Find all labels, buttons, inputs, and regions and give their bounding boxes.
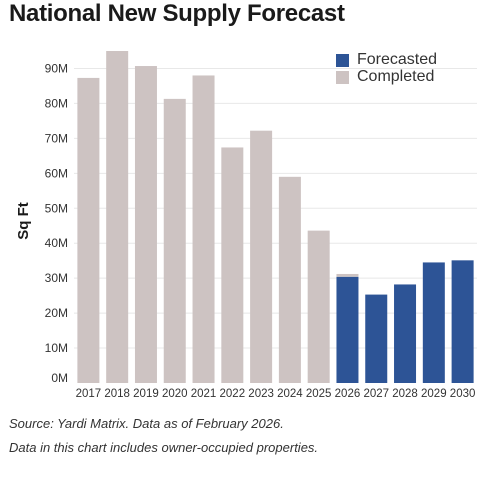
x-tick-label: 2029 xyxy=(421,388,447,400)
legend-item-completed: Completed xyxy=(336,68,435,85)
chart-title: National New Supply Forecast xyxy=(9,0,345,27)
bar-completed-2025 xyxy=(307,230,330,383)
bar-forecasted-2028 xyxy=(394,284,417,383)
bar-completed-2019 xyxy=(134,66,157,383)
bar-completed-2018 xyxy=(106,51,129,383)
x-tick-label: 2023 xyxy=(248,388,274,400)
y-tick-label: 80M xyxy=(45,96,68,110)
y-tick-label: 60M xyxy=(45,166,68,180)
bar-forecasted-2026 xyxy=(336,276,359,383)
legend-swatch-forecasted xyxy=(336,53,349,67)
bar-completed-2023 xyxy=(250,130,273,383)
x-tick-label: 2025 xyxy=(306,388,332,400)
legend-label-forecasted: Forecasted xyxy=(357,51,438,68)
x-tick-label: 2020 xyxy=(162,388,188,400)
y-tick-label: 0M xyxy=(51,371,68,385)
x-tick-label: 2026 xyxy=(335,388,361,400)
bar-completed-2021 xyxy=(192,75,215,383)
source-note: Source: Yardi Matrix. Data as of Februar… xyxy=(9,416,284,431)
x-tick-label: 2018 xyxy=(104,388,130,400)
x-tick-label: 2028 xyxy=(392,388,418,400)
bar-forecasted-2027 xyxy=(365,294,388,383)
y-tick-label: 20M xyxy=(45,306,68,320)
x-tick-labels: 2017 2018 2019 2020 2021 2022 2023 2024 2025 2026… xyxy=(76,388,476,400)
x-tick-label: 2030 xyxy=(450,388,476,400)
bar-completed-2022 xyxy=(221,147,244,383)
disclaimer-note: Data in this chart includes owner-occupi… xyxy=(9,440,319,455)
bar-completed-2026 xyxy=(336,273,359,277)
y-tick-label: 50M xyxy=(45,201,68,215)
y-tick-label: 10M xyxy=(45,341,68,355)
legend-item-forecasted: Forecasted xyxy=(336,51,438,68)
y-tick-labels: 0M 10M 20M 30M 40M 50M 60M 70M 80M 90M xyxy=(45,61,68,385)
bar-forecasted-2030 xyxy=(451,260,474,383)
bar-completed-2024 xyxy=(278,176,301,383)
x-tick-label: 2019 xyxy=(133,388,159,400)
bar-completed-2020 xyxy=(163,98,186,383)
y-tick-label: 30M xyxy=(45,271,68,285)
x-tick-label: 2021 xyxy=(191,388,217,400)
legend-swatch-completed xyxy=(336,70,349,84)
x-tick-label: 2027 xyxy=(363,388,389,400)
y-tick-label: 40M xyxy=(45,236,68,250)
x-tick-label: 2022 xyxy=(220,388,246,400)
y-tick-label: 90M xyxy=(45,61,68,75)
bar-forecasted-2029 xyxy=(422,262,445,383)
legend-label-completed: Completed xyxy=(357,68,435,85)
y-axis-label: Sq Ft xyxy=(15,202,32,240)
x-tick-label: 2017 xyxy=(76,388,102,400)
bar-completed-2017 xyxy=(77,77,100,383)
x-tick-label: 2024 xyxy=(277,388,303,400)
gridlines xyxy=(74,67,477,349)
bars xyxy=(77,51,474,383)
y-tick-label: 70M xyxy=(45,131,68,145)
